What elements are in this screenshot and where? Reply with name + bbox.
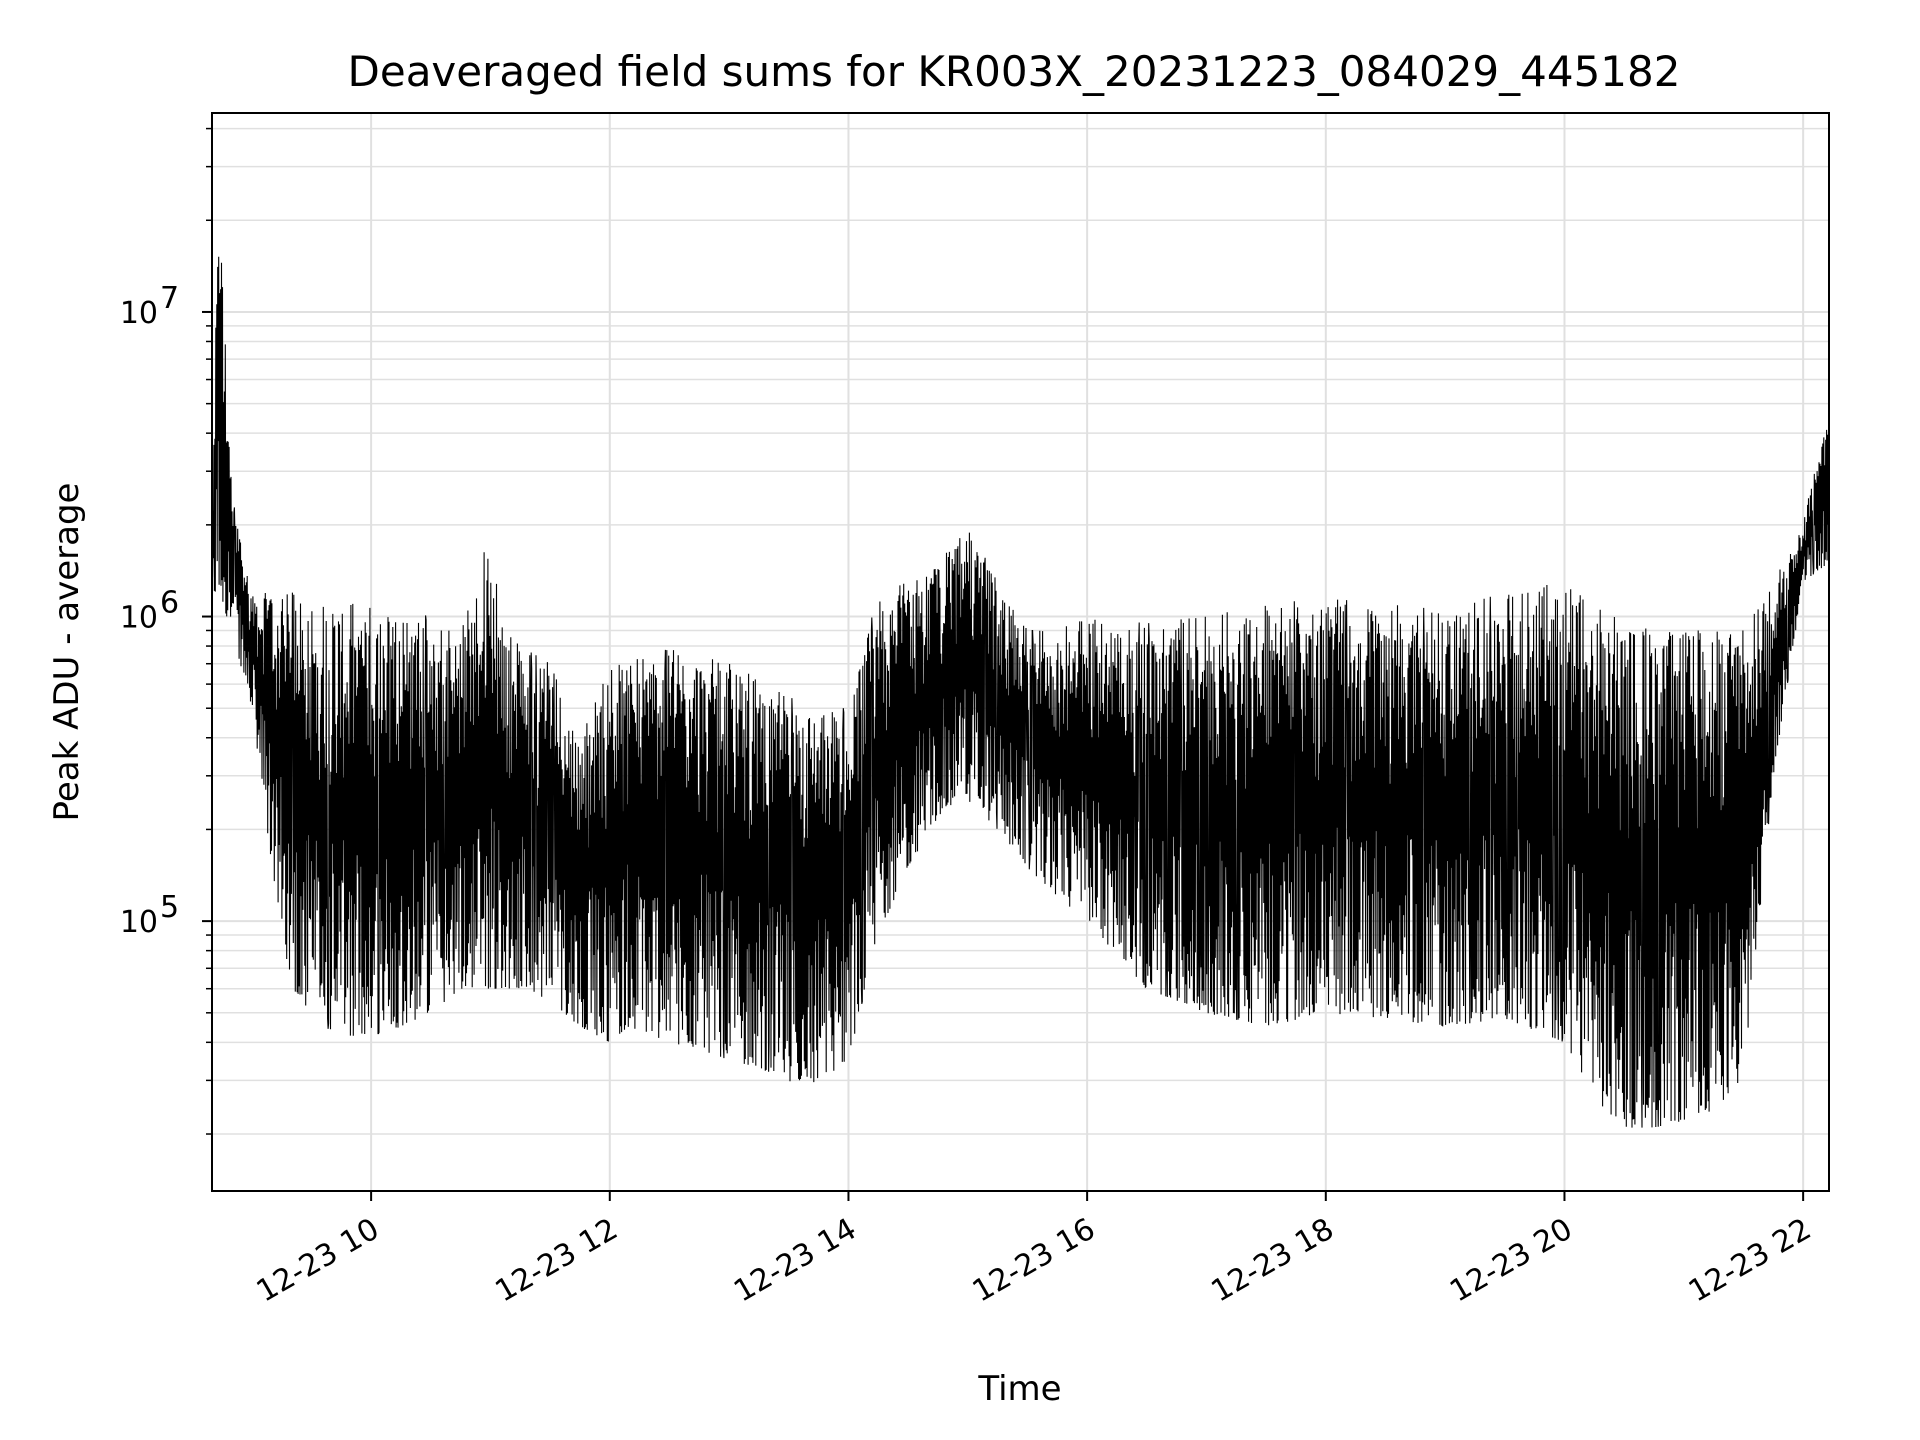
y-tick-exponent: 5 <box>160 890 179 925</box>
x-tick-label: 12-23 14 <box>728 1212 862 1310</box>
y-axis-label: Peak ADU - average <box>47 483 87 822</box>
plot-frame <box>211 112 1830 1192</box>
x-axis-ticks: 12-23 10 12-23 12 12-23 14 12-23 16 12-23 18… <box>251 1191 1817 1309</box>
y-tick-label: 10 <box>120 601 158 636</box>
series-line <box>211 256 1830 1128</box>
data-series <box>211 256 1830 1128</box>
x-tick-label: 12-23 16 <box>967 1212 1101 1310</box>
y-tick-exponent: 7 <box>160 281 179 316</box>
chart-title: Deaveraged field sums for KR003X_2023122… <box>348 47 1681 96</box>
x-tick-label: 12-23 12 <box>489 1212 623 1310</box>
x-tick-label: 12-23 20 <box>1444 1212 1578 1310</box>
x-tick-label: 12-23 22 <box>1683 1212 1817 1310</box>
y-tick-exponent: 6 <box>160 586 179 621</box>
y-tick-label: 10 <box>120 296 158 331</box>
y-tick-label: 10 <box>120 905 158 940</box>
x-tick-label: 12-23 18 <box>1205 1212 1339 1310</box>
x-axis-label: Time <box>977 1369 1061 1409</box>
grid <box>212 113 1829 1191</box>
x-tick-label: 12-23 10 <box>251 1212 385 1310</box>
